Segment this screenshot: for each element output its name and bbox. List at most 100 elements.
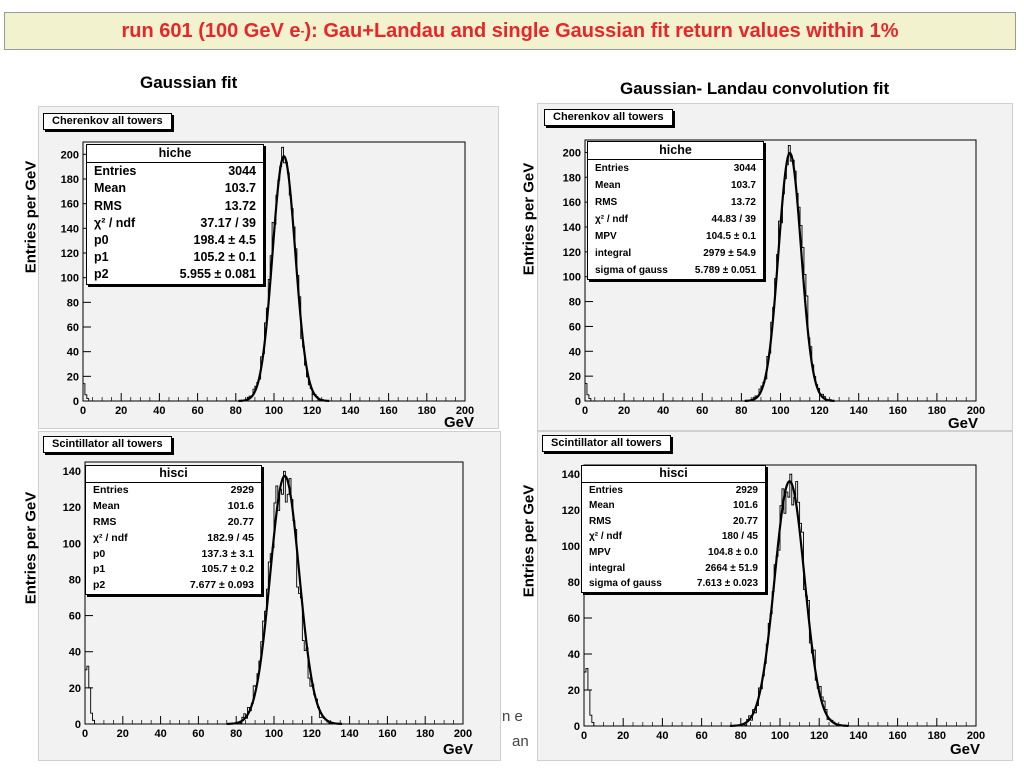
stats-box: hiche Entries 3044 Mean 103.7 RMS 13.72 χ² … <box>86 144 264 285</box>
stats-row: Entries 2929 <box>589 484 758 496</box>
x-tick-label: 20 <box>618 405 630 417</box>
x-tick-label: 100 <box>771 730 789 742</box>
panel-scintillator-gaussian: 0 20 40 60 80 100 120 140 160 180 200 0 20 40 60 80 100 1… <box>38 431 501 761</box>
x-axis-label: GeV <box>443 741 474 758</box>
x-tick-label: 0 <box>82 728 88 740</box>
x-axis-label: GeV <box>444 414 475 431</box>
x-tick-label: 140 <box>849 730 867 742</box>
x-tick-label: 40 <box>154 728 166 740</box>
y-tick-label: 200 <box>61 149 79 161</box>
y-tick-label: 140 <box>563 222 581 234</box>
stray-text-2: an <box>512 733 529 750</box>
y-tick-label: 0 <box>73 396 79 408</box>
stats-row: MPV 104.8 ± 0.0 <box>589 546 758 558</box>
stray-text-1: n e <box>502 708 523 725</box>
y-tick-label: 120 <box>63 502 81 514</box>
stats-row: RMS 13.72 <box>94 198 256 213</box>
stats-row: RMS 20.77 <box>589 515 758 527</box>
x-tick-label: 120 <box>810 730 828 742</box>
histogram-title: Cherenkov all towers <box>544 109 673 126</box>
y-tick-label: 180 <box>61 174 79 186</box>
y-tick-label: 80 <box>569 297 581 309</box>
y-tick-label: 60 <box>67 322 79 334</box>
x-tick-label: 180 <box>928 730 946 742</box>
y-tick-label: 140 <box>63 466 81 478</box>
x-axis-label: GeV <box>948 415 979 432</box>
x-tick-label: 60 <box>191 405 203 417</box>
y-tick-label: 80 <box>67 297 79 309</box>
x-tick-label: 40 <box>656 730 668 742</box>
stats-row: p1 105.7 ± 0.2 <box>93 563 254 576</box>
y-tick-label: 100 <box>563 272 581 284</box>
y-tick-label: 100 <box>61 273 79 285</box>
x-tick-label: 200 <box>967 405 985 417</box>
stats-box: hisci Entries 2929 Mean 101.6 RMS 20.77 χ² … <box>581 465 766 593</box>
slide-title: run 601 (100 GeV e -): Gau+Landau and sin… <box>4 12 1016 50</box>
slide-title-pre: run 601 (100 GeV e <box>121 19 301 42</box>
x-tick-label: 60 <box>696 405 708 417</box>
stats-row: sigma of gauss 7.613 ± 0.023 <box>589 578 758 590</box>
y-tick-label: 120 <box>562 505 580 517</box>
stats-row: p0 137.3 ± 3.1 <box>93 547 254 560</box>
x-tick-label: 140 <box>340 728 358 740</box>
y-tick-label: 0 <box>575 396 581 408</box>
x-tick-label: 20 <box>617 730 629 742</box>
x-tick-label: 140 <box>341 405 359 417</box>
y-tick-label: 200 <box>563 147 581 159</box>
y-tick-label: 160 <box>563 197 581 209</box>
histogram-title: Scintillator all towers <box>43 436 172 453</box>
x-tick-label: 160 <box>889 405 907 417</box>
stats-name: hiche <box>87 145 263 164</box>
y-tick-label: 140 <box>61 223 79 235</box>
y-tick-label: 20 <box>568 685 580 697</box>
x-tick-label: 100 <box>265 405 283 417</box>
y-tick-label: 40 <box>569 346 581 358</box>
y-tick-label: 60 <box>569 321 581 333</box>
x-tick-label: 180 <box>418 405 436 417</box>
fit-curve <box>238 155 330 403</box>
x-tick-label: 120 <box>303 405 321 417</box>
x-tick-label: 140 <box>850 405 868 417</box>
y-tick-label: 40 <box>568 649 580 661</box>
x-tick-label: 20 <box>115 405 127 417</box>
y-tick-label: 160 <box>61 199 79 211</box>
x-axis-label: GeV <box>950 741 981 758</box>
y-axis-label: Entries per GeV <box>520 162 538 276</box>
stats-row: sigma of gauss 5.789 ± 0.051 <box>595 265 756 276</box>
x-tick-label: 80 <box>735 405 747 417</box>
x-tick-label: 160 <box>378 728 396 740</box>
fit-curve <box>744 151 835 403</box>
y-tick-label: 100 <box>63 538 81 550</box>
stats-row: Mean 103.7 <box>595 180 756 191</box>
x-tick-label: 60 <box>695 730 707 742</box>
y-tick-label: 100 <box>562 541 580 553</box>
slide-title-sup: - <box>300 24 305 38</box>
y-tick-label: 20 <box>69 683 81 695</box>
stats-name: hisci <box>86 466 261 483</box>
stats-row: integral 2979 ± 54.9 <box>595 248 756 259</box>
y-axis-label: Entries per GeV <box>520 484 538 598</box>
stats-row: Mean 103.7 <box>94 181 256 196</box>
y-tick-label: 0 <box>75 719 81 731</box>
x-tick-label: 200 <box>454 728 472 740</box>
x-tick-label: 0 <box>582 405 588 417</box>
stats-row: p2 5.955 ± 0.081 <box>94 267 256 282</box>
x-tick-label: 160 <box>379 405 397 417</box>
stats-box: hisci Entries 2929 Mean 101.6 RMS 20.77 χ² … <box>85 465 262 596</box>
stats-row: Entries 3044 <box>595 163 756 174</box>
stats-box: hiche Entries 3044 Mean 103.7 RMS 13.72 χ² … <box>587 141 764 280</box>
x-tick-label: 20 <box>117 728 129 740</box>
histogram-bars <box>84 470 463 725</box>
y-tick-label: 40 <box>67 347 79 359</box>
panel-cherenkov-gaussian: 0 20 40 60 80 100 120 140 160 180 200 0 20 40 60 80 100 1… <box>38 106 499 431</box>
x-tick-label: 60 <box>192 728 204 740</box>
y-axis-label: Entries per GeV <box>22 160 40 274</box>
x-tick-label: 120 <box>303 728 321 740</box>
stats-row: p1 105.2 ± 0.1 <box>94 250 256 265</box>
x-tick-label: 40 <box>153 405 165 417</box>
stats-row: p0 198.4 ± 4.5 <box>94 233 256 248</box>
stats-row: integral 2664 ± 51.9 <box>589 562 758 574</box>
fit-curve <box>729 479 849 728</box>
stats-row: Entries 2929 <box>93 483 254 496</box>
x-tick-label: 100 <box>771 405 789 417</box>
